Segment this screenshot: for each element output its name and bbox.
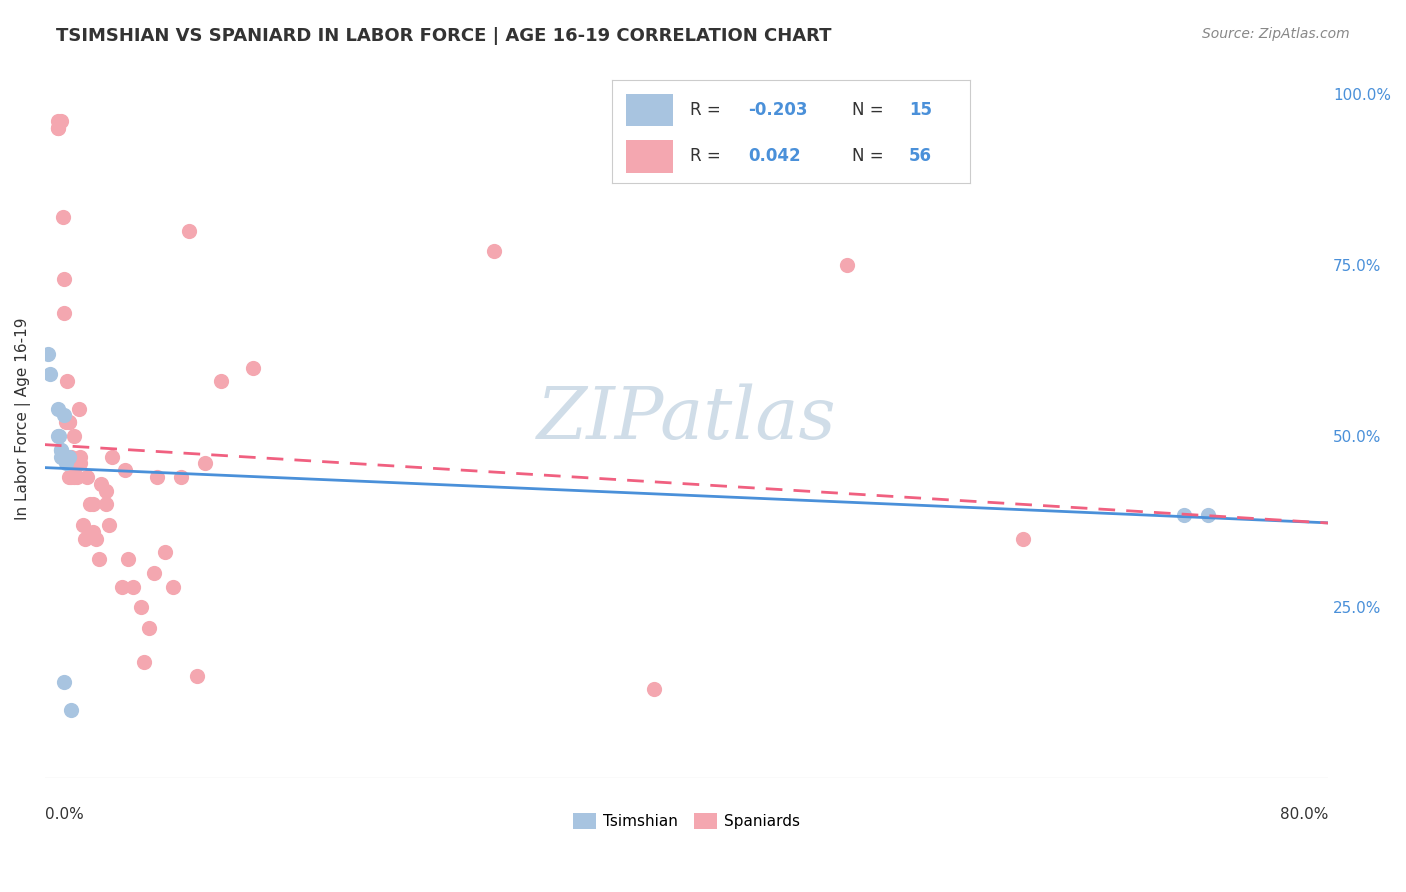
Point [94,483,117,498]
Point [59,450,82,464]
Text: N =: N = [852,147,889,165]
Point [56,374,79,388]
Point [55,457,77,471]
Point [89,552,111,566]
Point [1197,508,1219,522]
Text: TSIMSHIAN VS SPANIARD IN LABOR FORCE | AGE 16-19 CORRELATION CHART: TSIMSHIAN VS SPANIARD IN LABOR FORCE | A… [56,27,832,45]
Text: R =: R = [690,101,727,119]
Text: 56: 56 [910,147,932,165]
Point [76,470,98,484]
Point [37,347,59,361]
Text: N =: N = [852,101,889,119]
Point [101,450,124,464]
Point [38,368,60,382]
Point [209,374,232,388]
Text: R =: R = [690,147,731,165]
Point [138,621,160,635]
Text: 0.042: 0.042 [748,147,800,165]
Point [62,470,84,484]
Point [186,668,208,682]
Point [84,532,107,546]
Point [46,121,69,136]
Point [129,600,152,615]
Point [58,415,80,429]
Point [143,566,166,580]
Point [46,401,69,416]
Point [53,306,76,320]
Point [1173,508,1195,522]
Point [58,450,80,464]
Point [111,580,134,594]
Point [1012,532,1035,546]
Point [73,532,96,546]
Point [146,470,169,484]
Point [56,450,79,464]
Point [69,457,91,471]
FancyBboxPatch shape [626,140,672,173]
Point [48,429,70,443]
Point [46,121,69,136]
Legend: Tsimshian, Spaniards: Tsimshian, Spaniards [567,807,806,835]
Point [114,463,136,477]
Point [53,675,76,690]
Text: 15: 15 [910,101,932,119]
Point [67,401,90,416]
Point [66,470,89,484]
Text: 0.0%: 0.0% [45,807,83,822]
Point [58,470,80,484]
Point [46,429,69,443]
Point [46,114,69,128]
Text: -0.203: -0.203 [748,101,807,119]
Y-axis label: In Labor Force | Age 16-19: In Labor Force | Age 16-19 [15,318,31,520]
Point [69,450,91,464]
Point [98,518,121,533]
Point [55,415,77,429]
Point [59,470,82,484]
Point [49,442,72,457]
Point [53,271,76,285]
Text: Source: ZipAtlas.com: Source: ZipAtlas.com [1202,27,1350,41]
Point [51,210,73,224]
Point [643,682,665,697]
Point [153,545,176,559]
Point [82,498,104,512]
Point [242,360,264,375]
Point [94,498,117,512]
Text: ZIPatlas: ZIPatlas [537,384,837,454]
FancyBboxPatch shape [626,94,672,127]
Point [170,470,193,484]
Point [122,580,145,594]
Point [62,429,84,443]
Point [835,258,858,272]
Point [134,655,156,669]
Point [60,457,83,471]
Point [117,552,139,566]
Point [162,580,184,594]
Point [82,524,104,539]
Text: 80.0%: 80.0% [1279,807,1329,822]
Point [482,244,505,259]
Point [49,450,72,464]
Point [58,415,80,429]
Point [90,477,112,491]
Point [49,442,72,457]
Point [194,457,217,471]
Point [53,409,76,423]
Point [72,518,94,533]
Point [79,498,101,512]
Point [49,114,72,128]
Point [59,703,82,717]
Point [179,224,201,238]
